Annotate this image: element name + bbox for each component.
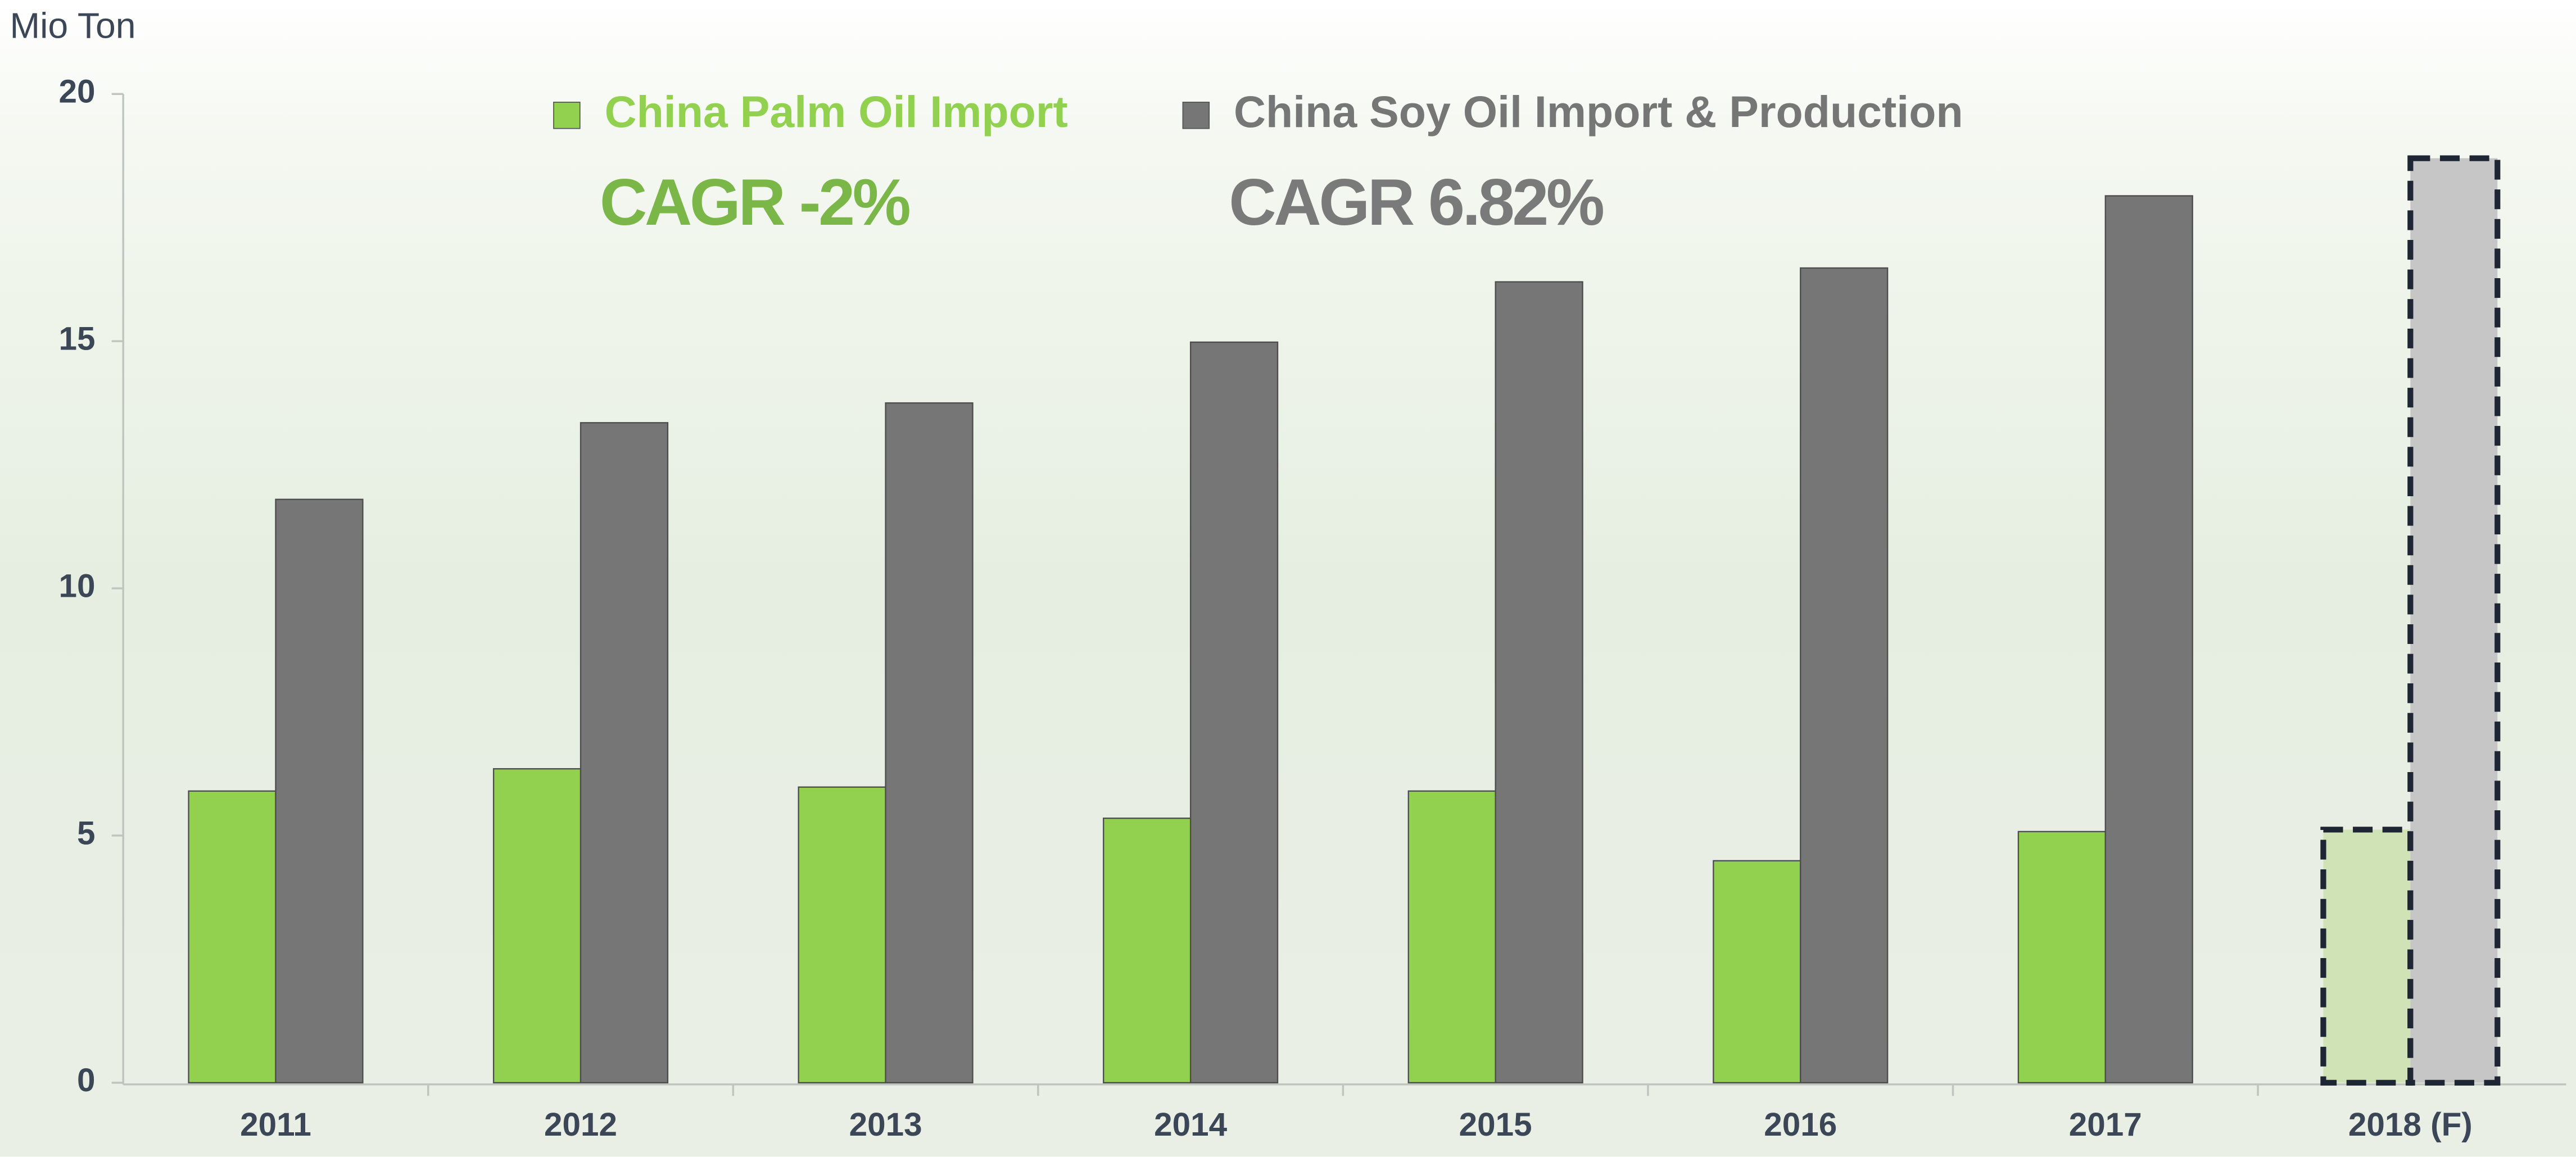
x-tick-label: 2017 [2069,1106,2142,1143]
bar [494,769,581,1083]
bar [2323,829,2410,1082]
bar [886,403,973,1083]
legend-label: China Soy Oil Import & Production [1234,87,1963,137]
chart: Mio Ton 0 5 10 15 20 2011 2012 2013 2014 2015 2016… [0,0,2576,1157]
bar [799,787,886,1083]
legend-swatch [554,102,580,129]
legend-swatch [1183,102,1209,129]
annotation: CAGR 6.82% [1229,165,1603,239]
y-tick-label: 0 [77,1062,96,1099]
bar [1800,268,1887,1083]
bar [1409,791,1496,1083]
bar [1496,282,1583,1083]
x-tick-label: 2012 [544,1106,617,1143]
x-tick-label: 2016 [1764,1106,1837,1143]
annotation: CAGR -2% [600,165,909,239]
x-tick-label: 2018 (F) [2348,1106,2473,1143]
y-tick-label: 20 [59,74,96,110]
bar [2410,158,2497,1083]
bar [1103,818,1190,1083]
bar [581,423,668,1082]
y-tick-label: 5 [77,815,96,851]
bar [2018,832,2106,1083]
bar [189,791,276,1083]
x-tick-label: 2013 [849,1106,922,1143]
bar [2106,196,2193,1082]
bar [275,500,363,1083]
y-tick-label: 15 [59,321,96,357]
bar [1190,342,1278,1083]
bar [1713,861,1800,1083]
x-tick-label: 2011 [240,1106,311,1143]
y-axis-label: Mio Ton [10,5,136,46]
y-tick-label: 10 [59,568,96,604]
legend-label: China Palm Oil Import [605,87,1068,137]
x-tick-label: 2014 [1154,1106,1228,1143]
page: {"chart_data": {"type": "bar", "y_label"… [0,0,2576,1157]
x-tick-label: 2015 [1459,1106,1532,1143]
